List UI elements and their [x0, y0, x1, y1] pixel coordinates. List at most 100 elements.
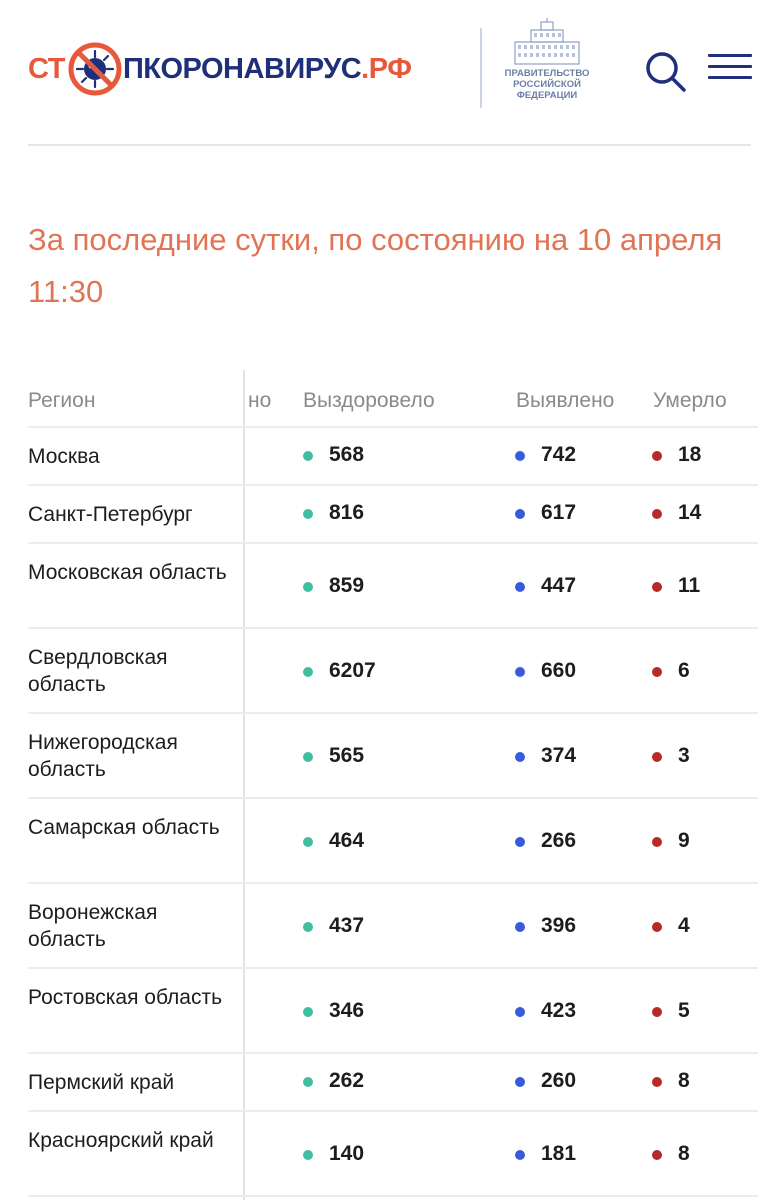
gov-line-1: Правительство — [504, 68, 590, 79]
region-stats-table[interactable]: Регион но Выздоровело Выявлено Умерло Мо… — [0, 370, 761, 1201]
table-header: Регион но Выздоровело Выявлено Умерло — [0, 370, 761, 426]
detected-count: 181 — [541, 1142, 577, 1165]
virus-stop-icon — [68, 42, 122, 96]
died-dot-icon — [652, 509, 662, 519]
detected-count: 423 — [541, 999, 577, 1022]
recovered-count: 262 — [329, 1069, 365, 1092]
died-count: 4 — [678, 914, 690, 937]
died-dot-icon — [652, 582, 662, 592]
header-divider — [480, 28, 482, 108]
detected-dot-icon — [515, 667, 525, 677]
table-row[interactable]: Нижегородская область 565 374 3 — [28, 712, 758, 797]
region-name: Свердловская область — [28, 646, 168, 696]
died-count: 3 — [678, 744, 690, 767]
recovered-dot-icon — [303, 1077, 313, 1087]
region-name: Нижегородская область — [28, 731, 178, 781]
hamburger-menu-icon — [708, 54, 752, 57]
site-header: СТ ПКОРОНАВИРУС .РФ — [0, 0, 761, 145]
table-row-border — [28, 1195, 758, 1201]
died-count: 9 — [678, 829, 690, 852]
recovered-count: 464 — [329, 829, 365, 852]
table-row[interactable]: Ростовская область 346 423 5 — [28, 967, 758, 1052]
header-detected[interactable]: Выявлено — [516, 389, 615, 412]
recovered-dot-icon — [303, 837, 313, 847]
detected-dot-icon — [515, 582, 525, 592]
died-count: 8 — [678, 1142, 690, 1165]
detected-dot-icon — [515, 752, 525, 762]
menu-button[interactable] — [708, 54, 752, 86]
hamburger-line — [708, 76, 752, 79]
table-row[interactable]: Свердловская область 6207 660 6 — [28, 627, 758, 712]
region-name: Московская область — [28, 561, 227, 584]
table-row[interactable]: Санкт-Петербург 816 617 14 — [28, 484, 758, 542]
header-recovered[interactable]: Выздоровело — [303, 389, 435, 412]
recovered-dot-icon — [303, 451, 313, 461]
government-logo[interactable]: Правительство Российской Федерации — [498, 18, 596, 108]
detected-count: 742 — [541, 443, 577, 466]
died-dot-icon — [652, 837, 662, 847]
recovered-dot-icon — [303, 1007, 313, 1017]
detected-dot-icon — [515, 1150, 525, 1160]
detected-count: 374 — [541, 744, 577, 767]
region-name: Пермский край — [28, 1071, 175, 1094]
table-row[interactable]: Москва 568 742 18 — [28, 426, 758, 484]
logo-text-main: ПКОРОНАВИРУС — [122, 52, 362, 85]
recovered-count: 140 — [329, 1142, 365, 1165]
detected-count: 396 — [541, 914, 577, 937]
detected-dot-icon — [515, 922, 525, 932]
died-dot-icon — [652, 922, 662, 932]
recovered-count: 6207 — [329, 659, 376, 682]
recovered-dot-icon — [303, 1150, 313, 1160]
header-hidden-column: но — [248, 389, 272, 412]
logo-text-start: СТ — [28, 52, 65, 85]
region-name: Санкт-Петербург — [28, 503, 193, 526]
header-separator — [28, 144, 751, 146]
search-button[interactable] — [644, 50, 688, 94]
detected-count: 617 — [541, 501, 577, 524]
government-logo-text: Правительство Российской Федерации — [505, 68, 590, 101]
detected-dot-icon — [515, 509, 525, 519]
recovered-dot-icon — [303, 922, 313, 932]
stats-title: За последние сутки, по состоянию на 10 а… — [28, 222, 723, 309]
region-name: Самарская область — [28, 816, 220, 839]
table-body: Москва 568 742 18 Санкт-Петербург 816 617 14 Мос… — [0, 426, 761, 1201]
died-count: 18 — [678, 443, 702, 466]
detected-count: 447 — [541, 574, 577, 597]
died-dot-icon — [652, 667, 662, 677]
site-logo[interactable]: СТ ПКОРОНАВИРУС .РФ — [28, 42, 412, 96]
died-count: 14 — [678, 501, 702, 524]
table-row[interactable]: Московская область 859 447 11 — [28, 542, 758, 627]
recovered-count: 859 — [329, 574, 365, 597]
gov-line-3: Федерации — [516, 90, 578, 101]
search-icon — [646, 52, 686, 92]
recovered-dot-icon — [303, 509, 313, 519]
died-dot-icon — [652, 451, 662, 461]
recovered-count: 568 — [329, 443, 365, 466]
government-building-icon — [514, 18, 580, 65]
header-died[interactable]: Умерло — [653, 389, 727, 412]
table-row[interactable]: Красноярский край 140 181 8 — [28, 1110, 758, 1195]
died-dot-icon — [652, 1007, 662, 1017]
recovered-dot-icon — [303, 752, 313, 762]
detected-dot-icon — [515, 1077, 525, 1087]
recovered-count: 346 — [329, 999, 365, 1022]
header-region[interactable]: Регион — [28, 389, 96, 412]
detected-dot-icon — [515, 451, 525, 461]
detected-dot-icon — [515, 1007, 525, 1017]
died-count: 6 — [678, 659, 690, 682]
gov-line-2: Российской — [513, 79, 581, 90]
detected-count: 266 — [541, 829, 577, 852]
died-dot-icon — [652, 752, 662, 762]
table-row[interactable]: Пермский край 262 260 8 — [28, 1052, 758, 1110]
region-name: Красноярский край — [28, 1129, 214, 1152]
table-row[interactable]: Самарская область 464 266 9 — [28, 797, 758, 882]
table-row[interactable]: Воронежская область 437 396 4 — [28, 882, 758, 967]
died-count: 5 — [678, 999, 690, 1022]
recovered-count: 565 — [329, 744, 365, 767]
detected-count: 660 — [541, 659, 577, 682]
table-column-divider — [243, 370, 245, 1200]
region-name: Ростовская область — [28, 986, 223, 1009]
died-count: 11 — [678, 574, 701, 597]
region-name: Воронежская область — [28, 901, 158, 951]
region-name: Москва — [28, 445, 100, 468]
